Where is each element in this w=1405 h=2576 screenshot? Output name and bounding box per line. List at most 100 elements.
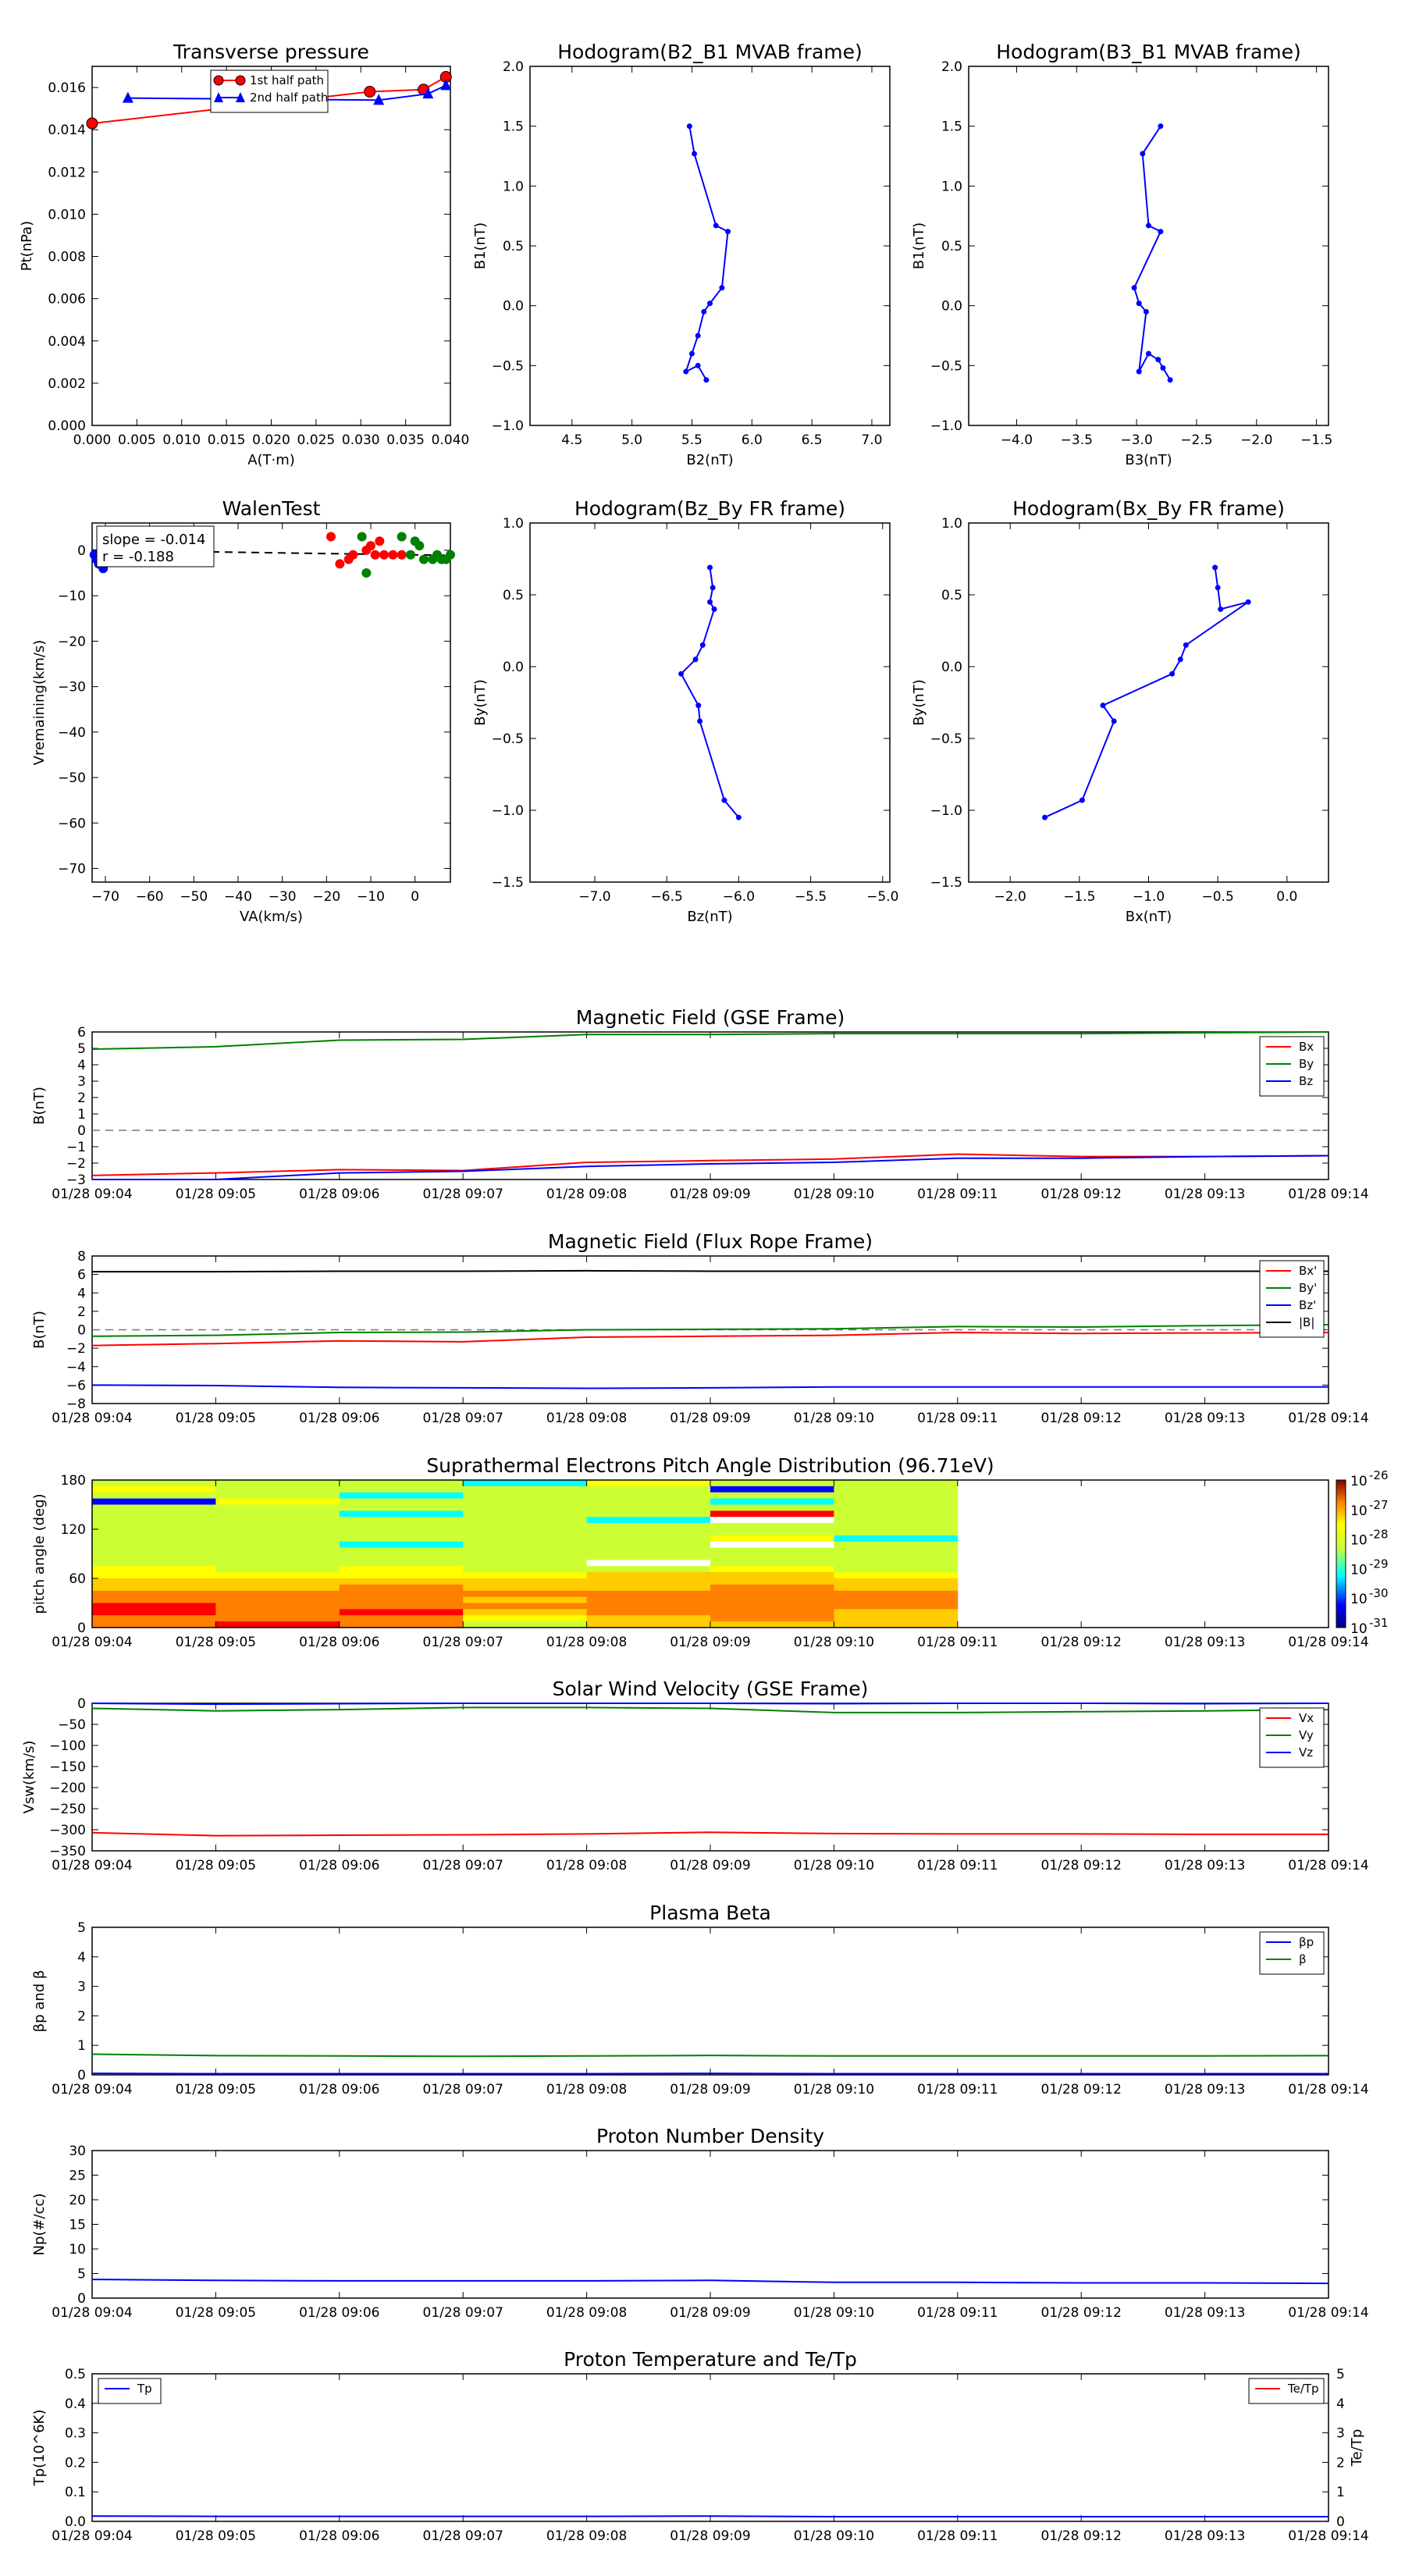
tp-ytick-label: 0.006 xyxy=(48,292,86,308)
beta-legend-box xyxy=(1259,1931,1325,1975)
pad-cell xyxy=(339,1523,464,1530)
tp-xtick-label: 0.040 xyxy=(432,432,470,448)
mag_gse-ytick-label: 2 xyxy=(77,1091,86,1106)
pad-cell xyxy=(586,1504,711,1511)
pad-cell xyxy=(92,1517,216,1524)
h2-ytick-label: −0.5 xyxy=(930,358,962,374)
pad-time-label: 01/28 09:09 xyxy=(670,1635,750,1650)
h2-ytick-label: −1.0 xyxy=(930,418,962,434)
np-time-label: 01/28 09:10 xyxy=(794,2305,874,2321)
tp-title: Transverse pressure xyxy=(173,41,369,63)
pad-cell xyxy=(710,1578,834,1585)
h2-ytick-label: 1.5 xyxy=(941,119,962,135)
beta-ytick-label: 4 xyxy=(77,1950,86,1966)
tp-point xyxy=(440,79,452,91)
mag_fr-time-label: 01/28 09:14 xyxy=(1288,1411,1368,1426)
mag_gse-ytick-label: 6 xyxy=(77,1025,86,1041)
tp-frame xyxy=(91,66,451,426)
walen-point xyxy=(348,550,358,560)
h1-point xyxy=(719,285,725,291)
pad-cell xyxy=(710,1590,834,1598)
beta-time-label: 01/28 09:04 xyxy=(52,2082,132,2097)
mag_gse-time-label: 01/28 09:08 xyxy=(546,1187,627,1202)
h2-xtick-label: −3.0 xyxy=(1120,432,1152,448)
mag_fr-chart: Magnetic Field (Flux Rope Frame) −8 −6 −4 −2… xyxy=(31,1230,1369,1426)
temp-ytick-label: 0.5 xyxy=(65,2367,86,2382)
pad-cell xyxy=(710,1535,834,1542)
walen-ytick-label: −10 xyxy=(58,589,86,604)
walen-xtick-label: −70 xyxy=(91,889,119,905)
pad-cell xyxy=(834,1541,959,1549)
mag_gse-ytick-label: −1 xyxy=(66,1140,86,1155)
walen-xtick-label: −20 xyxy=(312,889,340,905)
walen-point xyxy=(357,532,367,542)
pad-cell xyxy=(463,1510,588,1517)
pad-cell xyxy=(586,1584,711,1592)
mag_gse-ytick-label: −3 xyxy=(66,1172,86,1188)
pad-cell xyxy=(463,1609,588,1616)
temp-frame xyxy=(91,2373,1329,2522)
vsw-ytick-label: −100 xyxy=(49,1738,86,1754)
beta-chart: Plasma Beta 0 1 2 3 4 5 01/28 09:04 01/28 09:05 0… xyxy=(31,1902,1369,2097)
h3-ytick-label: −1.5 xyxy=(492,875,524,891)
pad-cell xyxy=(339,1609,464,1616)
pad-time-label: 01/28 09:12 xyxy=(1041,1635,1122,1650)
pad-cell xyxy=(586,1517,711,1524)
h4-ytick-label: 0.5 xyxy=(941,588,962,603)
pad-ytick-label: 180 xyxy=(61,1473,86,1489)
pad-cell xyxy=(215,1529,340,1536)
mag_gse-time-label: 01/28 09:05 xyxy=(176,1187,256,1202)
h2-point xyxy=(1140,151,1146,157)
pad-cell xyxy=(463,1529,588,1536)
walen-chart: WalenTest 0 −10 −20 −30 −40 −50 −60 −70 −70 −60 −50… xyxy=(31,497,455,925)
np-ytick-label: 20 xyxy=(69,2193,86,2208)
np-time-label: 01/28 09:12 xyxy=(1041,2305,1122,2321)
h2-point xyxy=(1136,301,1142,307)
mag_gse-series-0-line xyxy=(91,1153,1329,1176)
pad-cell xyxy=(92,1560,216,1567)
np-time-label: 01/28 09:08 xyxy=(546,2305,627,2321)
mag_fr-ytick-label: −4 xyxy=(66,1360,86,1375)
pad-cell xyxy=(710,1596,834,1603)
temp-time-label: 01/28 09:11 xyxy=(917,2528,998,2544)
pad-cell xyxy=(463,1498,588,1505)
beta-time-label: 01/28 09:09 xyxy=(670,2082,750,2097)
h2-xtick-label: −3.5 xyxy=(1061,432,1093,448)
pad-cell xyxy=(215,1584,340,1592)
pad-cell xyxy=(339,1596,464,1603)
pad-cell xyxy=(92,1541,216,1549)
pad-cell xyxy=(834,1603,959,1610)
vsw-ylabel: Vsw(km/s) xyxy=(21,1741,37,1814)
h4-chart: Hodogram(Bx_By FR frame) −1.5 −1.0 −0.5 0.0 0… xyxy=(911,497,1329,925)
h3-point xyxy=(707,564,713,571)
mag_fr-time-label: 01/28 09:08 xyxy=(546,1411,627,1426)
pad-cell xyxy=(834,1566,959,1573)
mag_fr-ytick-label: 2 xyxy=(77,1304,86,1320)
pad-cell xyxy=(339,1603,464,1610)
pad-cell xyxy=(92,1615,216,1622)
walen-annotation-line: slope = -0.014 xyxy=(102,532,205,548)
temp-right-tick-label: 5 xyxy=(1336,2367,1345,2382)
h1-point xyxy=(686,123,692,130)
pad-time-label: 01/28 09:06 xyxy=(299,1635,379,1650)
beta-ytick-label: 1 xyxy=(77,2038,86,2054)
h1-point xyxy=(725,229,731,235)
tp-legend-label: 1st half path xyxy=(250,73,324,87)
pad-cell xyxy=(834,1578,959,1585)
pad-cell xyxy=(834,1523,959,1530)
h3-ylabel: By(nT) xyxy=(472,679,489,725)
tp-point xyxy=(122,91,133,103)
h4-xtick-label: −1.0 xyxy=(1133,889,1165,905)
h4-point xyxy=(1245,599,1251,605)
pad-colorbar-exponent: -27 xyxy=(1369,1498,1389,1512)
h4-xlabel: Bx(nT) xyxy=(1126,909,1172,925)
walen-ytick-label: −20 xyxy=(58,634,86,649)
h4-ylabel: By(nT) xyxy=(911,679,927,725)
walen-point xyxy=(406,550,415,560)
mag_gse-ylabel: B(nT) xyxy=(31,1087,48,1125)
np-time-label: 01/28 09:04 xyxy=(52,2305,132,2321)
h4-ytick-label: −1.5 xyxy=(930,875,962,891)
np-ytick-label: 25 xyxy=(69,2169,86,2184)
mag_fr-legend-label: Bz' xyxy=(1299,1298,1316,1312)
